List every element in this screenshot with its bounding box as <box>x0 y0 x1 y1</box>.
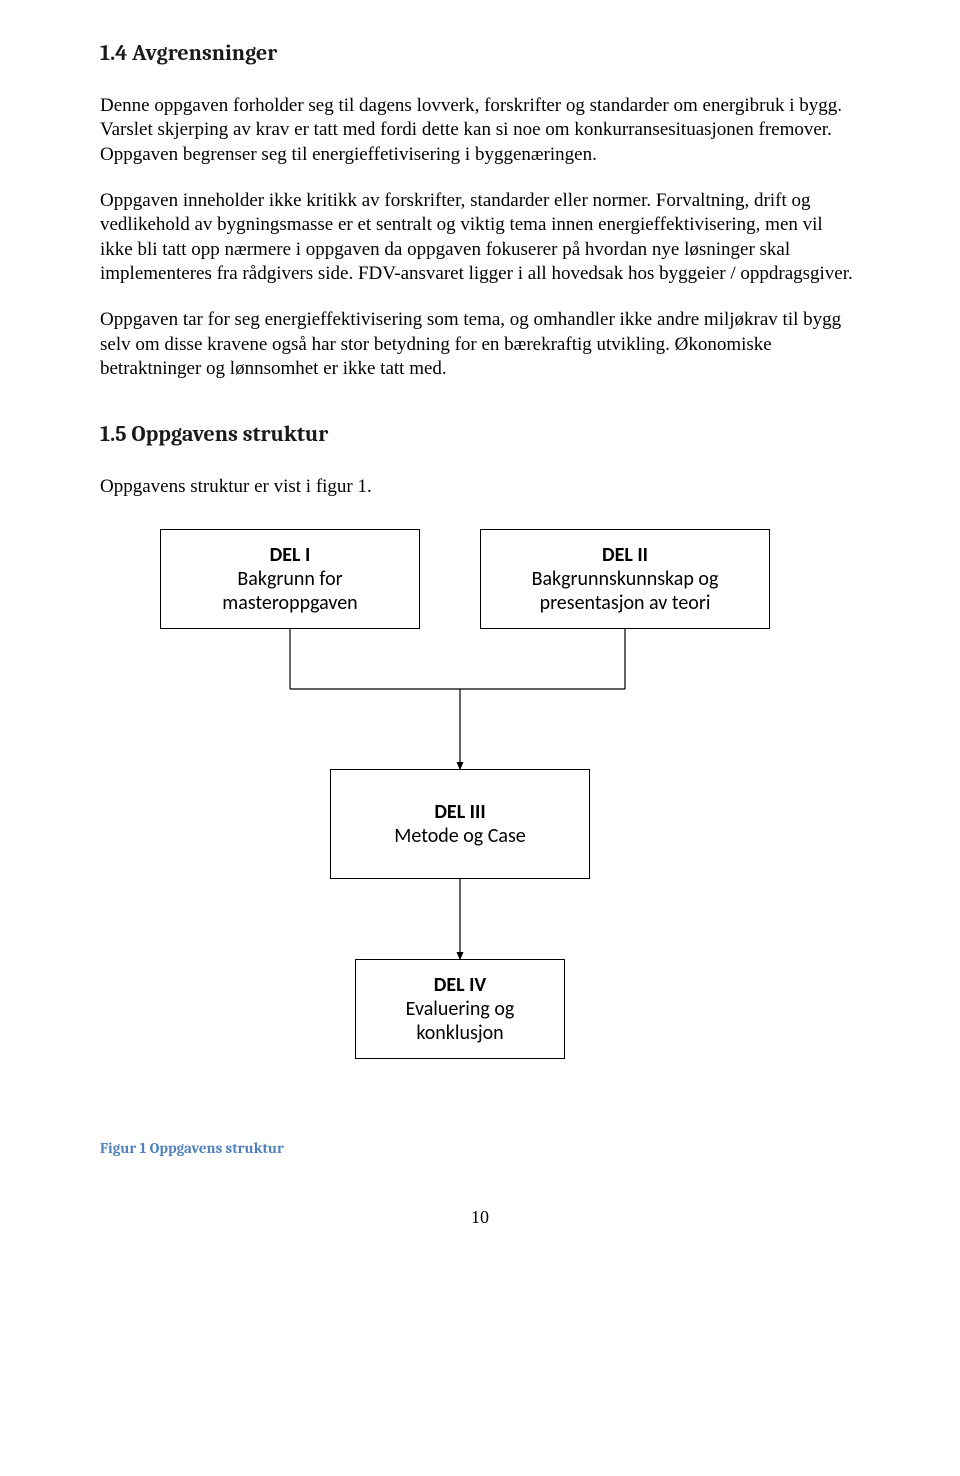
diagram-node-subtitle: Bakgrunnskunnskap og presentasjon av teo… <box>491 567 759 615</box>
heading-1-5: 1.5 Oppgavens struktur <box>100 421 860 447</box>
page: 1.4 Avgrensninger Denne oppgaven forhold… <box>0 0 960 1268</box>
paragraph-3: Oppgaven tar for seg energieffektiviseri… <box>100 308 860 381</box>
diagram-node-title: DEL IV <box>434 973 487 997</box>
paragraph-1: Denne oppgaven forholder seg til dagens … <box>100 94 860 167</box>
diagram-node-subtitle: Metode og Case <box>394 824 525 848</box>
diagram-node-del2: DEL IIBakgrunnskunnskap og presentasjon … <box>480 529 770 629</box>
diagram-node-title: DEL I <box>270 543 311 567</box>
diagram-node-subtitle: Bakgrunn for masteroppgaven <box>171 567 409 615</box>
page-number: 10 <box>100 1207 860 1228</box>
paragraph-4: Oppgavens struktur er vist i figur 1. <box>100 475 860 499</box>
diagram-node-del1: DEL IBakgrunn for masteroppgaven <box>160 529 420 629</box>
figure-caption: Figur 1 Oppgavens struktur <box>100 1139 860 1157</box>
diagram-node-title: DEL III <box>434 800 485 824</box>
diagram-node-del3: DEL IIIMetode og Case <box>330 769 590 879</box>
structure-diagram: DEL IBakgrunn for masteroppgavenDEL IIBa… <box>100 529 860 1089</box>
diagram-node-title: DEL II <box>602 543 648 567</box>
heading-1-4: 1.4 Avgrensninger <box>100 40 860 66</box>
diagram-node-del4: DEL IVEvaluering og konklusjon <box>355 959 565 1059</box>
diagram-node-subtitle: Evaluering og konklusjon <box>366 997 554 1045</box>
paragraph-2: Oppgaven inneholder ikke kritikk av fors… <box>100 189 860 286</box>
